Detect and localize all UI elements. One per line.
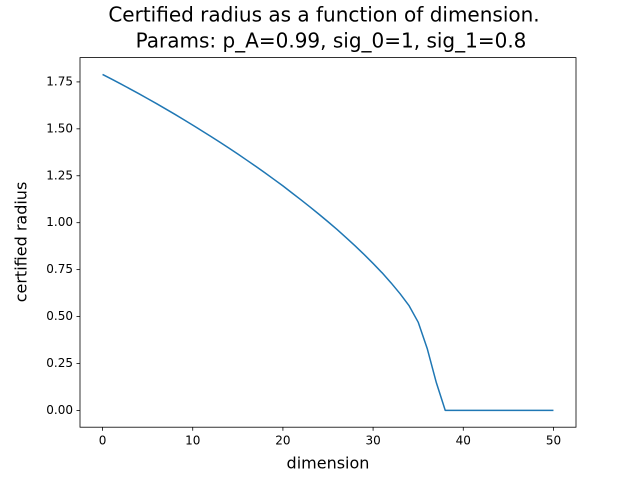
y-tick-label: 0.75 [46,262,73,276]
chart-title: Certified radius as a function of dimens… [108,3,539,27]
x-tick-label: 0 [99,434,107,448]
y-tick-label: 1.25 [46,168,73,182]
y-tick-label: 1.00 [46,215,73,229]
x-axis-label: dimension [287,454,370,473]
plot-frame [79,57,577,428]
y-axis-label: certified radius [12,182,31,303]
y-tick-label: 0.00 [46,403,73,417]
y-tick-label: 0.25 [46,356,73,370]
chart-subtitle: Params: p_A=0.99, sig_0=1, sig_1=0.8 [136,29,527,53]
data-line [102,73,554,412]
x-tick-label: 20 [275,434,290,448]
x-tick-label: 10 [185,434,200,448]
x-tick-label: 30 [365,434,380,448]
y-tick-label: 1.75 [46,74,73,88]
y-tick-label: 1.50 [46,121,73,135]
x-tick-label: 40 [456,434,471,448]
x-tick-label: 50 [546,434,561,448]
y-tick-label: 0.50 [46,309,73,323]
